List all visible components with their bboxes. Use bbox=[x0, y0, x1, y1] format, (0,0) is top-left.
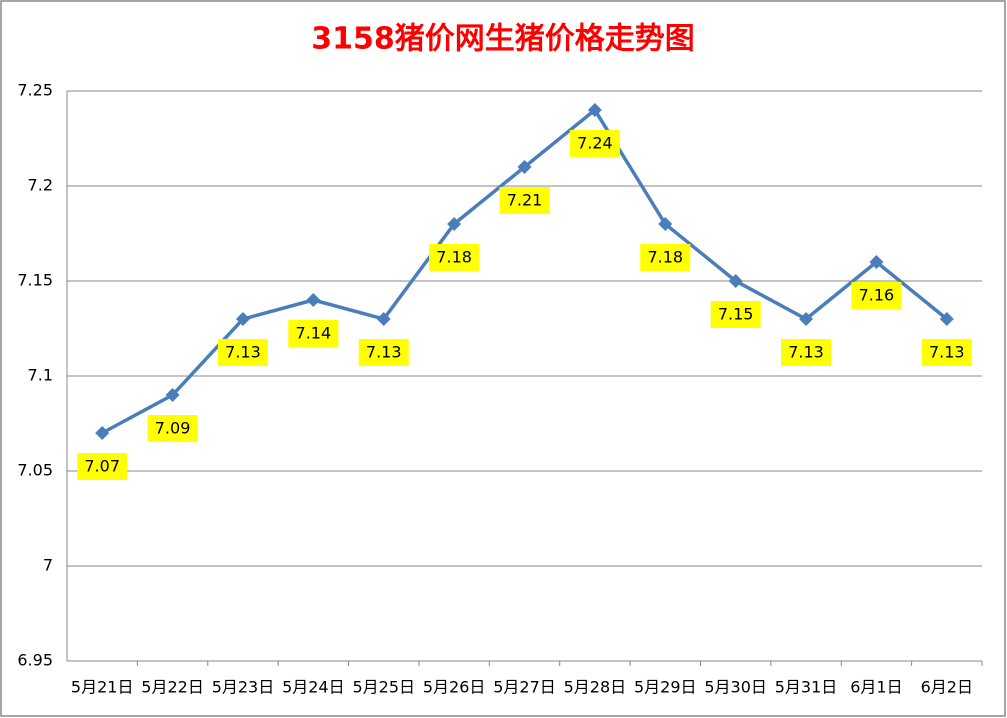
x-tick-label: 5月30日 bbox=[704, 678, 767, 697]
marker bbox=[235, 312, 250, 326]
data-label-box bbox=[921, 339, 972, 366]
marker bbox=[587, 103, 602, 117]
marker bbox=[95, 426, 110, 440]
data-label: 7.14 bbox=[296, 324, 332, 343]
data-label-box bbox=[429, 244, 480, 271]
data-label-box bbox=[640, 244, 691, 271]
x-tick-label: 5月22日 bbox=[141, 678, 204, 697]
x-tick-label: 6月1日 bbox=[850, 678, 902, 697]
x-tick-label: 5月27日 bbox=[493, 678, 556, 697]
data-label-box bbox=[499, 187, 550, 214]
marker bbox=[658, 217, 673, 231]
data-label: 7.07 bbox=[84, 457, 120, 476]
data-label: 7.18 bbox=[647, 248, 683, 267]
data-label-box bbox=[710, 301, 761, 328]
x-tick-label: 5月21日 bbox=[71, 678, 134, 697]
marker bbox=[165, 388, 180, 402]
marker bbox=[517, 160, 532, 174]
y-tick-label: 7.1 bbox=[28, 366, 53, 385]
data-label-box bbox=[569, 130, 620, 157]
x-tick-label: 5月29日 bbox=[634, 678, 697, 697]
data-label: 7.16 bbox=[859, 286, 895, 305]
y-tick-label: 7.25 bbox=[17, 81, 53, 100]
data-label: 7.09 bbox=[155, 419, 191, 438]
chart-title: 3158猪价网生猪价格走势图 bbox=[311, 22, 695, 57]
marker bbox=[447, 217, 462, 231]
data-label: 7.24 bbox=[577, 134, 613, 153]
data-label-box bbox=[288, 320, 339, 347]
y-tick-label: 7.2 bbox=[28, 176, 53, 195]
data-label: 7.13 bbox=[929, 343, 965, 362]
x-tick-label: 5月26日 bbox=[423, 678, 486, 697]
marker bbox=[869, 255, 884, 269]
marker bbox=[728, 274, 743, 288]
y-tick-label: 7.15 bbox=[17, 271, 53, 290]
data-label: 7.18 bbox=[436, 248, 472, 267]
data-label: 7.13 bbox=[366, 343, 402, 362]
data-label: 7.13 bbox=[788, 343, 824, 362]
data-label-box bbox=[77, 453, 128, 480]
data-label-box bbox=[781, 339, 832, 366]
x-tick-label: 5月24日 bbox=[282, 678, 345, 697]
x-tick-label: 6月2日 bbox=[921, 678, 973, 697]
x-tick-label: 5月31日 bbox=[775, 678, 838, 697]
data-label: 7.13 bbox=[225, 343, 261, 362]
marker bbox=[376, 312, 391, 326]
data-label: 7.21 bbox=[507, 191, 543, 210]
marker bbox=[306, 293, 321, 307]
x-tick-label: 5月28日 bbox=[564, 678, 627, 697]
x-tick-label: 5月25日 bbox=[352, 678, 415, 697]
data-label: 7.15 bbox=[718, 305, 754, 324]
marker bbox=[939, 312, 954, 326]
data-label-box bbox=[358, 339, 409, 366]
data-label-box bbox=[851, 282, 902, 309]
y-tick-label: 6.95 bbox=[17, 651, 53, 670]
data-label-box bbox=[147, 415, 198, 442]
x-tick-label: 5月23日 bbox=[212, 678, 275, 697]
y-tick-label: 7.05 bbox=[17, 461, 53, 480]
marker bbox=[799, 312, 814, 326]
data-label-box bbox=[217, 339, 268, 366]
y-tick-label: 7 bbox=[43, 556, 53, 575]
